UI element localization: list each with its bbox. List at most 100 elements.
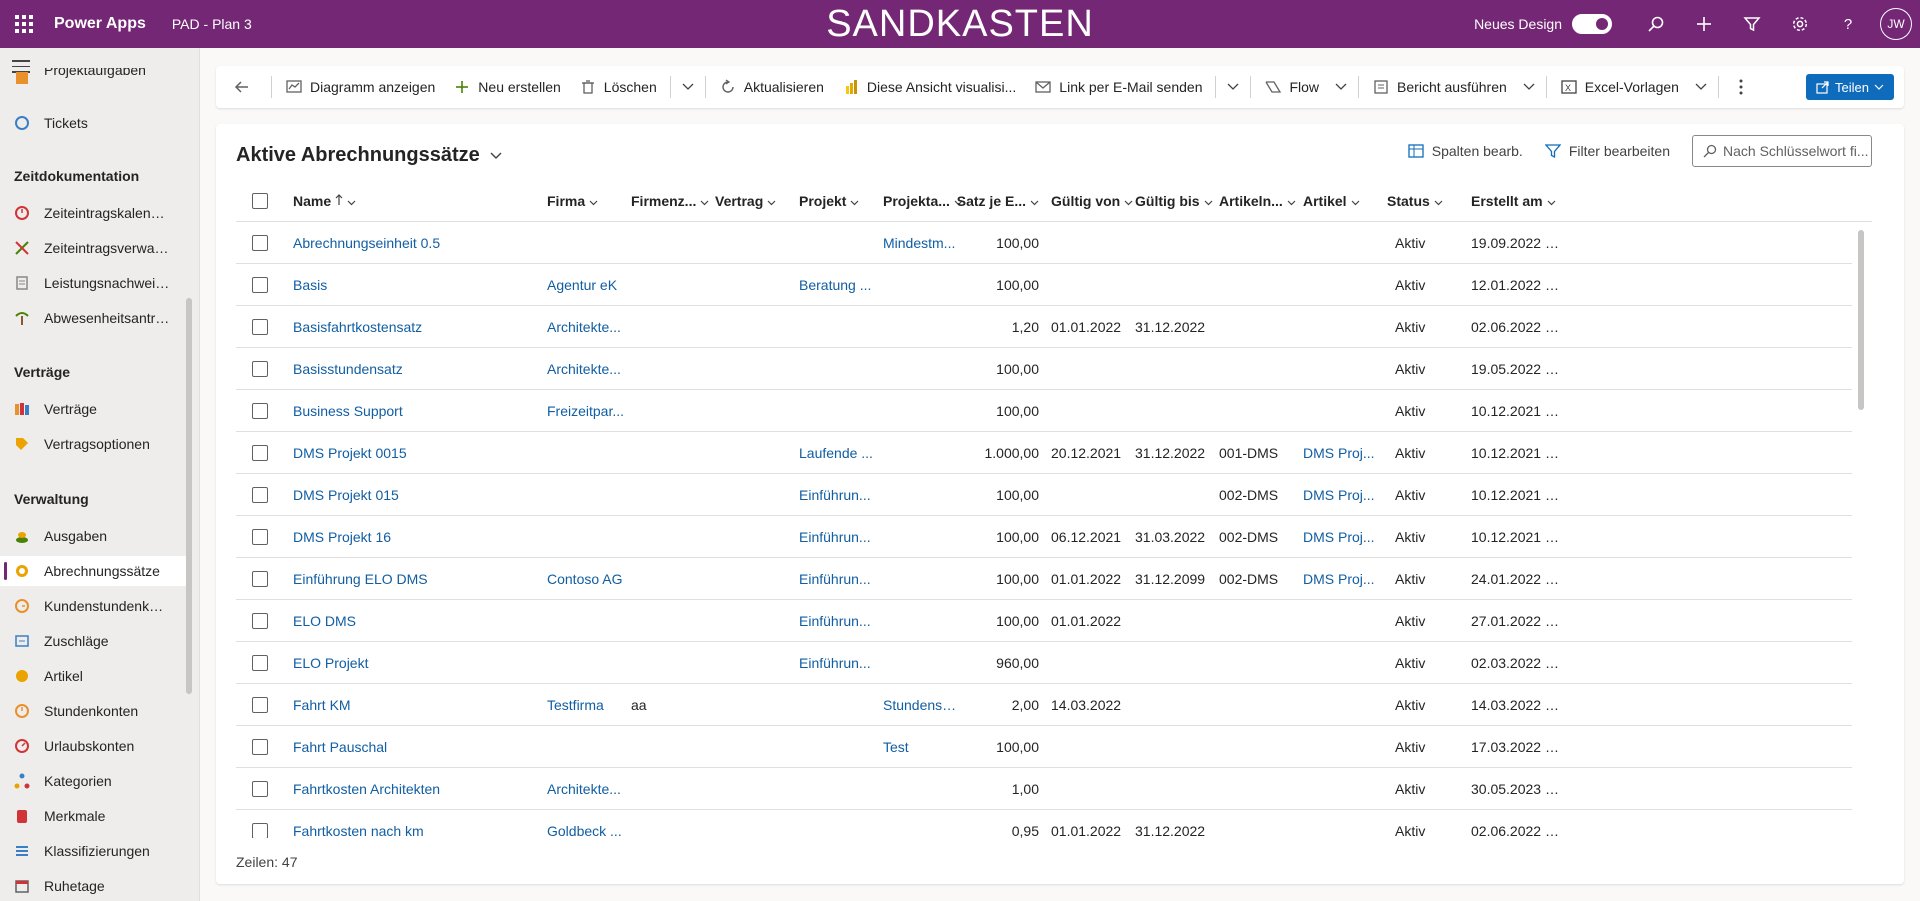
table-row[interactable]: ELO Projekt Einführun... 960,00 Aktiv 02.03.… <box>236 642 1852 684</box>
cell-artikel[interactable]: DMS Proj... <box>1303 571 1375 587</box>
table-row[interactable]: Fahrt KM Testfirma aa Stundensa... 2,00 14.03… <box>236 684 1852 726</box>
sidebar-item-ausgaben[interactable]: Ausgaben <box>0 521 186 551</box>
column-header-projekt[interactable]: Projekt <box>799 180 877 222</box>
cell-projektaufgabe[interactable]: Test <box>883 739 909 755</box>
cell-name[interactable]: DMS Projekt 16 <box>293 529 392 545</box>
sidebar-item-artikel[interactable]: Artikel <box>0 661 186 691</box>
table-row[interactable]: Business Support Freizeitpar... 100,00 Akti… <box>236 390 1852 432</box>
cell-firma[interactable]: Testfirma <box>547 697 604 713</box>
row-checkbox[interactable] <box>252 235 268 251</box>
table-row[interactable]: DMS Projekt 015 Einführun... 100,00 002-DMS… <box>236 474 1852 516</box>
sidebar-item-ruhetage[interactable]: Ruhetage <box>0 871 186 901</box>
sidebar-item-merkmale[interactable]: Merkmale <box>0 801 186 831</box>
cell-projekt[interactable]: Einführun... <box>799 655 871 671</box>
report-chevron[interactable] <box>1516 66 1542 108</box>
column-header-artikelnummer[interactable]: Artikeln... <box>1219 180 1297 222</box>
cell-projekt[interactable]: Beratung ... <box>799 277 872 293</box>
environment-name[interactable]: PAD - Plan 3 <box>171 16 252 32</box>
cell-name[interactable]: Abrechnungseinheit 0.5 <box>293 235 441 251</box>
refresh-button[interactable]: Aktualisieren <box>710 66 833 108</box>
cell-artikel[interactable]: DMS Proj... <box>1303 529 1375 545</box>
run-report-button[interactable]: Bericht ausführen <box>1363 66 1516 108</box>
cell-projektaufgabe[interactable]: Stundensa... <box>883 697 961 713</box>
column-header-firma[interactable]: Firma <box>547 180 625 222</box>
cell-firma[interactable]: Freizeitpar... <box>547 403 625 419</box>
table-row[interactable]: Fahrt Pauschal Test 100,00 Aktiv 17.03.2022 … <box>236 726 1852 768</box>
table-row[interactable]: Basis Agentur eK Beratung ... 100,00 Aktiv 12… <box>236 264 1852 306</box>
email-chevron[interactable] <box>1220 66 1246 108</box>
table-row[interactable]: Basisfahrtkostensatz Architekte... 1,20 01.… <box>236 306 1852 348</box>
cell-firma[interactable]: Goldbeck ... <box>547 823 622 838</box>
sidebar-item-abwesenheitsantraege[interactable]: Abwesenheitsanträge <box>0 303 186 333</box>
sidebar-item-zeiteintragskalender[interactable]: Zeiteintragskalender <box>0 198 186 228</box>
row-checkbox[interactable] <box>252 277 268 293</box>
cell-firma[interactable]: Architekte... <box>547 319 621 335</box>
table-row[interactable]: Fahrtkosten nach km Goldbeck ... 0,95 01.01… <box>236 810 1852 838</box>
excel-templates-button[interactable]: X Excel-Vorlagen <box>1551 66 1688 108</box>
sidebar-item-projektaufgaben[interactable]: Projektaufgaben <box>0 68 186 88</box>
cell-name[interactable]: Fahrt KM <box>293 697 351 713</box>
column-header-satz[interactable]: Satz je E... <box>957 180 1039 222</box>
more-commands-icon[interactable] <box>1723 66 1759 108</box>
sidebar-item-zuschlaege[interactable]: Zuschläge <box>0 626 186 656</box>
sidebar-item-klassifizierungen[interactable]: Klassifizierungen <box>0 836 186 866</box>
row-checkbox[interactable] <box>252 781 268 797</box>
flow-chevron[interactable] <box>1328 66 1354 108</box>
cell-name[interactable]: DMS Projekt 015 <box>293 487 399 503</box>
column-header-name[interactable]: Name <box>293 180 533 222</box>
cell-projektaufgabe[interactable]: Mindestm... <box>883 235 956 251</box>
row-checkbox[interactable] <box>252 361 268 377</box>
cell-name[interactable]: Fahrt Pauschal <box>293 739 388 755</box>
cell-projekt[interactable]: Einführun... <box>799 613 871 629</box>
cell-name[interactable]: DMS Projekt 0015 <box>293 445 407 461</box>
sidebar-item-urlaubskonten[interactable]: Urlaubskonten <box>0 731 186 761</box>
table-row[interactable]: DMS Projekt 16 Einführun... 100,00 06.12.20… <box>236 516 1852 558</box>
row-checkbox[interactable] <box>252 613 268 629</box>
cell-projekt[interactable]: Einführun... <box>799 529 871 545</box>
email-link-button[interactable]: Link per E-Mail senden <box>1025 66 1211 108</box>
share-button[interactable]: Teilen <box>1806 74 1894 100</box>
table-row[interactable]: ELO DMS Einführun... 100,00 01.01.2022 Aktiv… <box>236 600 1852 642</box>
delete-button[interactable]: Löschen <box>570 66 666 108</box>
row-checkbox[interactable] <box>252 529 268 545</box>
row-checkbox[interactable] <box>252 655 268 671</box>
sidebar-item-kundenstundenkonten[interactable]: Kundenstundenkonten <box>0 591 186 621</box>
cell-firma[interactable]: Contoso AG <box>547 571 623 587</box>
cell-name[interactable]: ELO Projekt <box>293 655 369 671</box>
cell-projekt[interactable]: Einführun... <box>799 487 871 503</box>
search-icon[interactable] <box>1632 0 1680 48</box>
app-launcher-icon[interactable] <box>0 0 48 48</box>
row-checkbox[interactable] <box>252 571 268 587</box>
column-header-status[interactable]: Status <box>1387 180 1465 222</box>
avatar[interactable]: JW <box>1880 8 1912 40</box>
column-header-gueltig-von[interactable]: Gültig von <box>1051 180 1133 222</box>
show-chart-button[interactable]: Diagramm anzeigen <box>276 66 444 108</box>
sidebar-scrollbar[interactable] <box>186 298 192 694</box>
edit-columns-button[interactable]: Spalten bearb. <box>1408 143 1523 159</box>
sidebar-item-abrechnungssaetze[interactable]: Abrechnungssätze <box>0 556 186 586</box>
select-all-checkbox[interactable] <box>252 193 268 209</box>
sidebar-item-kategorien[interactable]: Kategorien <box>0 766 186 796</box>
new-button[interactable]: Neu erstellen <box>444 66 570 108</box>
visualize-view-button[interactable]: Diese Ansicht visualisi... <box>833 66 1025 108</box>
row-checkbox[interactable] <box>252 697 268 713</box>
hamburger-menu-icon[interactable] <box>12 60 30 76</box>
cell-firma[interactable]: Architekte... <box>547 361 621 377</box>
sidebar-item-vertragsoptionen[interactable]: Vertragsoptionen <box>0 429 186 459</box>
keyword-search-input[interactable]: Nach Schlüsselwort fi... <box>1692 135 1872 167</box>
table-row[interactable]: Einführung ELO DMS Contoso AG Einführun...… <box>236 558 1852 600</box>
excel-chevron[interactable] <box>1688 66 1714 108</box>
column-header-projektaufgabe[interactable]: Projekta... <box>883 180 963 222</box>
gear-icon[interactable] <box>1776 0 1824 48</box>
cell-name[interactable]: ELO DMS <box>293 613 357 629</box>
flow-button[interactable]: Flow <box>1255 66 1328 108</box>
sidebar-item-tickets[interactable]: Tickets <box>0 108 186 138</box>
row-checkbox[interactable] <box>252 823 268 838</box>
grid-scrollbar[interactable] <box>1858 230 1864 410</box>
sidebar-item-zeiteintragsverwaltung[interactable]: Zeiteintragsverwaltung <box>0 233 186 263</box>
row-checkbox[interactable] <box>252 487 268 503</box>
column-header-firmenzusatz[interactable]: Firmenz... <box>631 180 709 222</box>
cell-name[interactable]: Business Support <box>293 403 403 419</box>
cell-name[interactable]: Einführung ELO DMS <box>293 571 428 587</box>
sidebar-item-stundenkonten[interactable]: Stundenkonten <box>0 696 186 726</box>
